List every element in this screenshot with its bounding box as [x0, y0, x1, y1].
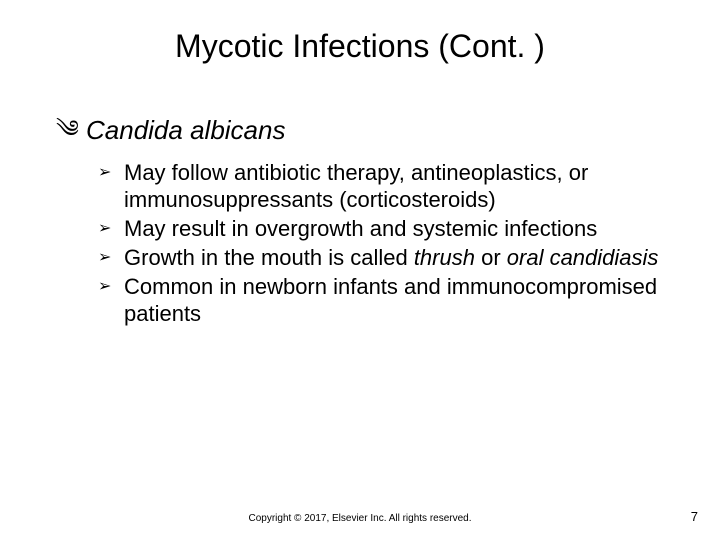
- slide-title: Mycotic Infections (Cont. ): [0, 28, 720, 65]
- level1-text: Candida albicans: [86, 115, 285, 145]
- copyright-footer: Copyright © 2017, Elsevier Inc. All righ…: [0, 513, 720, 524]
- level1-bullet-icon: ༄: [56, 115, 86, 145]
- page-number: 7: [691, 509, 698, 524]
- slide: Mycotic Infections (Cont. ) ༄ Candida al…: [0, 0, 720, 540]
- level2-text: May result in overgrowth and systemic in…: [124, 215, 597, 242]
- level2-text: Growth in the mouth is called thrush or …: [124, 244, 658, 271]
- level2-bullet-icon: ➢: [98, 244, 124, 271]
- level2-item: ➢May follow antibiotic therapy, antineop…: [98, 159, 666, 213]
- level2-bullet-icon: ➢: [98, 215, 124, 242]
- level2-item: ➢May result in overgrowth and systemic i…: [98, 215, 666, 242]
- level2-bullet-icon: ➢: [98, 273, 124, 300]
- level2-list: ➢May follow antibiotic therapy, antineop…: [98, 159, 666, 327]
- level2-text: May follow antibiotic therapy, antineopl…: [124, 159, 666, 213]
- level2-bullet-icon: ➢: [98, 159, 124, 186]
- slide-body: ༄ Candida albicans ➢May follow antibioti…: [56, 115, 666, 329]
- level1-item: ༄ Candida albicans: [56, 115, 666, 145]
- level2-text: Common in newborn infants and immunocomp…: [124, 273, 666, 327]
- level2-item: ➢Growth in the mouth is called thrush or…: [98, 244, 666, 271]
- level2-item: ➢Common in newborn infants and immunocom…: [98, 273, 666, 327]
